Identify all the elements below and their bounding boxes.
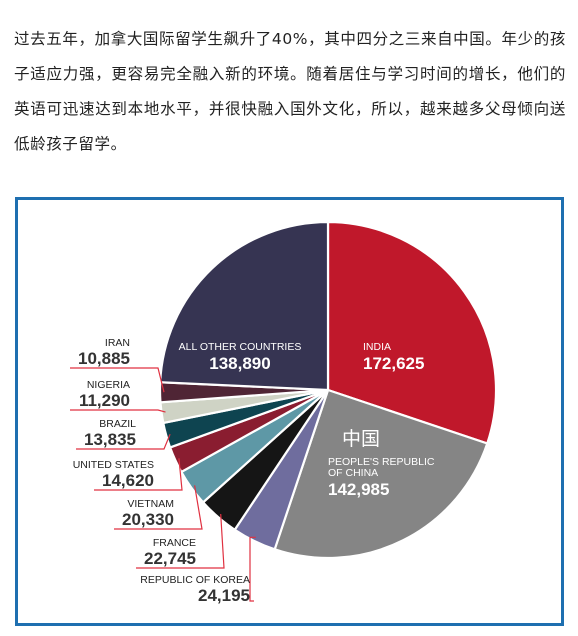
slice-label-all-other-countries: ALL OTHER COUNTRIES xyxy=(179,341,302,353)
slice-value-vietnam: 20,330 xyxy=(122,510,174,529)
chart-frame: INDIA 172,625 中国 PEOPLE'S REPUBLIC OF CHINA 1… xyxy=(15,197,564,626)
slice-value-france: 22,745 xyxy=(144,549,196,568)
pie-slice-india xyxy=(326,220,498,445)
slice-label-france: FRANCE xyxy=(153,537,196,549)
slice-label-nigeria: NIGERIA xyxy=(87,379,130,391)
slice-label-india: INDIA xyxy=(363,341,391,353)
slice-value-nigeria: 11,290 xyxy=(79,391,130,410)
pie-slice-all-other-countries xyxy=(159,220,330,392)
slice-label-republic-of-korea: REPUBLIC OF KOREA xyxy=(140,574,250,586)
slice-value-people-s-republic-of-china: 142,985 xyxy=(328,480,389,499)
slice-value-brazil: 13,835 xyxy=(84,430,136,449)
leader-line-iran xyxy=(70,367,165,393)
slice-value-united-states: 14,620 xyxy=(102,471,154,490)
slice-label-iran: IRAN xyxy=(105,337,130,349)
slice-label-people-s-republic-of-china: OF CHINA xyxy=(328,467,378,479)
slice-value-india: 172,625 xyxy=(363,354,424,373)
slice-label-brazil: BRAZIL xyxy=(99,418,136,430)
slice-label-united-states: UNITED STATES xyxy=(73,459,154,471)
pie-slice-people-s-republic-of-china xyxy=(273,388,489,560)
leader-line-republic-of-korea xyxy=(249,536,256,602)
slice-label-people-s-republic-of-china: PEOPLE'S REPUBLIC xyxy=(328,456,435,468)
slice-value-republic-of-korea: 24,195 xyxy=(198,586,250,605)
slice-note-people-s-republic-of-china: 中国 xyxy=(342,428,380,450)
slice-value-iran: 10,885 xyxy=(78,349,130,368)
leader-line-france xyxy=(136,513,225,569)
leader-line-united-states xyxy=(94,458,183,491)
slice-label-vietnam: VIETNAM xyxy=(127,498,174,510)
article-paragraph: 过去五年，加拿大国际留学生飙升了40%，其中四分之三来自中国。年少的孩子适应力强… xyxy=(14,30,566,153)
leader-line-vietnam xyxy=(114,485,203,530)
leader-line-brazil xyxy=(76,433,171,450)
leader-line-nigeria xyxy=(70,409,166,413)
slice-value-all-other-countries: 138,890 xyxy=(209,354,270,373)
